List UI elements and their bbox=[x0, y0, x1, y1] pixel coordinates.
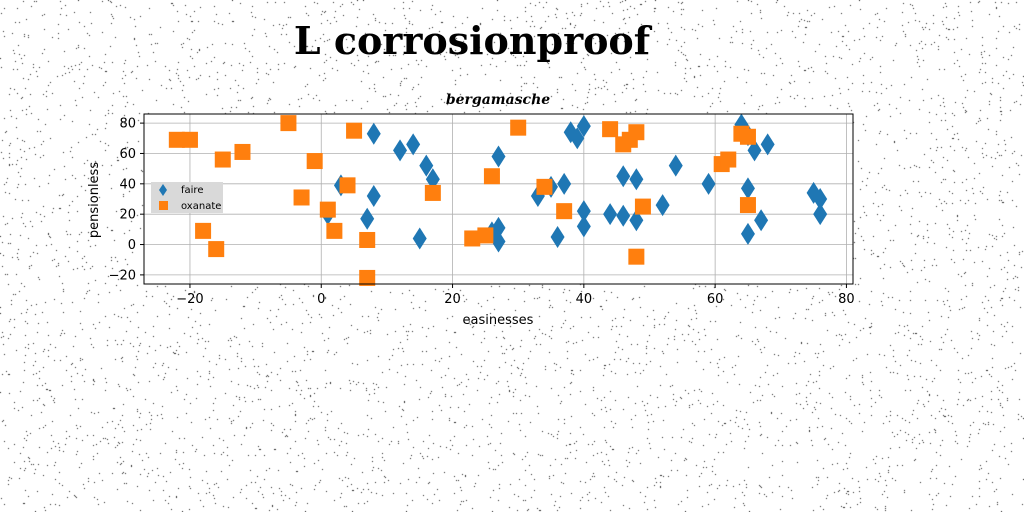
point-faire bbox=[419, 154, 434, 177]
point-oxanate bbox=[628, 248, 645, 265]
point-faire bbox=[655, 194, 670, 217]
point-faire bbox=[406, 133, 421, 156]
point-faire bbox=[576, 200, 591, 223]
point-faire bbox=[393, 139, 408, 162]
plot-area bbox=[144, 114, 853, 284]
point-oxanate bbox=[477, 227, 494, 244]
point-oxanate bbox=[536, 178, 553, 195]
point-faire bbox=[491, 230, 506, 253]
point-faire bbox=[629, 168, 644, 191]
y-tick-label: 0 bbox=[128, 238, 136, 253]
point-faire bbox=[603, 203, 618, 226]
point-faire bbox=[813, 203, 828, 226]
point-oxanate bbox=[720, 151, 737, 168]
page-title: L corrosionproof bbox=[293, 18, 651, 63]
y-tick-label: 80 bbox=[119, 117, 136, 132]
point-faire bbox=[747, 139, 762, 162]
point-oxanate bbox=[628, 124, 645, 141]
point-faire bbox=[760, 133, 775, 156]
point-oxanate bbox=[339, 177, 356, 194]
chart-title: bergamasche bbox=[446, 92, 550, 108]
point-faire bbox=[360, 207, 375, 230]
point-faire bbox=[550, 225, 565, 248]
point-oxanate bbox=[602, 121, 619, 138]
point-oxanate bbox=[326, 222, 343, 239]
x-axis-label: easinesses bbox=[463, 313, 534, 328]
x-tick-label: −20 bbox=[176, 292, 203, 307]
point-oxanate bbox=[234, 143, 251, 160]
point-oxanate bbox=[739, 128, 756, 145]
point-faire bbox=[576, 215, 591, 238]
point-oxanate bbox=[359, 269, 376, 286]
point-faire bbox=[366, 122, 381, 145]
point-oxanate bbox=[306, 153, 323, 170]
point-faire bbox=[366, 184, 381, 207]
point-oxanate bbox=[346, 122, 363, 139]
point-faire bbox=[813, 188, 828, 210]
point-faire bbox=[576, 115, 591, 138]
point-oxanate bbox=[280, 115, 297, 132]
axis-ticks: −20 0 20 40 60 80 −20 0 20 40 60 80 bbox=[109, 117, 855, 307]
point-faire bbox=[668, 154, 683, 177]
legend-label-oxanate: oxanate bbox=[181, 201, 221, 212]
y-tick-label: 20 bbox=[119, 208, 136, 223]
point-faire bbox=[557, 172, 572, 195]
point-oxanate bbox=[195, 222, 212, 239]
y-tick-label: 60 bbox=[119, 147, 136, 162]
point-faire bbox=[629, 209, 644, 232]
point-oxanate bbox=[556, 203, 573, 220]
point-faire bbox=[491, 216, 506, 239]
point-oxanate bbox=[739, 197, 756, 214]
legend-marker-faire bbox=[159, 184, 167, 196]
legend: faire oxanate bbox=[151, 182, 223, 213]
point-oxanate bbox=[293, 189, 310, 206]
point-oxanate bbox=[424, 184, 441, 201]
x-tick-label: 80 bbox=[838, 292, 855, 307]
point-oxanate bbox=[464, 230, 481, 247]
plot-frame bbox=[143, 113, 854, 285]
point-faire bbox=[616, 165, 631, 188]
data-marks bbox=[168, 113, 828, 286]
point-faire bbox=[701, 172, 716, 195]
point-oxanate bbox=[483, 168, 500, 185]
point-faire bbox=[616, 204, 631, 227]
point-faire bbox=[570, 127, 585, 150]
y-axis-label: pensionless bbox=[87, 162, 102, 238]
x-tick-label: 20 bbox=[444, 292, 461, 307]
point-oxanate bbox=[168, 131, 185, 148]
point-faire bbox=[425, 168, 440, 191]
point-oxanate bbox=[181, 131, 198, 148]
y-tick-label: −20 bbox=[109, 268, 136, 283]
point-faire bbox=[491, 145, 506, 168]
point-oxanate bbox=[359, 231, 376, 248]
point-oxanate bbox=[634, 198, 651, 215]
point-faire bbox=[740, 177, 755, 200]
point-oxanate bbox=[510, 119, 527, 136]
point-oxanate bbox=[214, 151, 231, 168]
legend-label-faire: faire bbox=[181, 185, 203, 196]
point-oxanate bbox=[319, 201, 336, 218]
x-tick-label: 0 bbox=[317, 292, 325, 307]
legend-marker-oxanate bbox=[159, 201, 168, 210]
point-oxanate bbox=[208, 241, 225, 258]
x-tick-label: 60 bbox=[707, 292, 724, 307]
y-tick-label: 40 bbox=[119, 177, 136, 192]
point-faire bbox=[740, 222, 755, 245]
point-faire bbox=[754, 209, 769, 232]
point-faire bbox=[412, 227, 427, 250]
x-tick-label: 40 bbox=[576, 292, 593, 307]
